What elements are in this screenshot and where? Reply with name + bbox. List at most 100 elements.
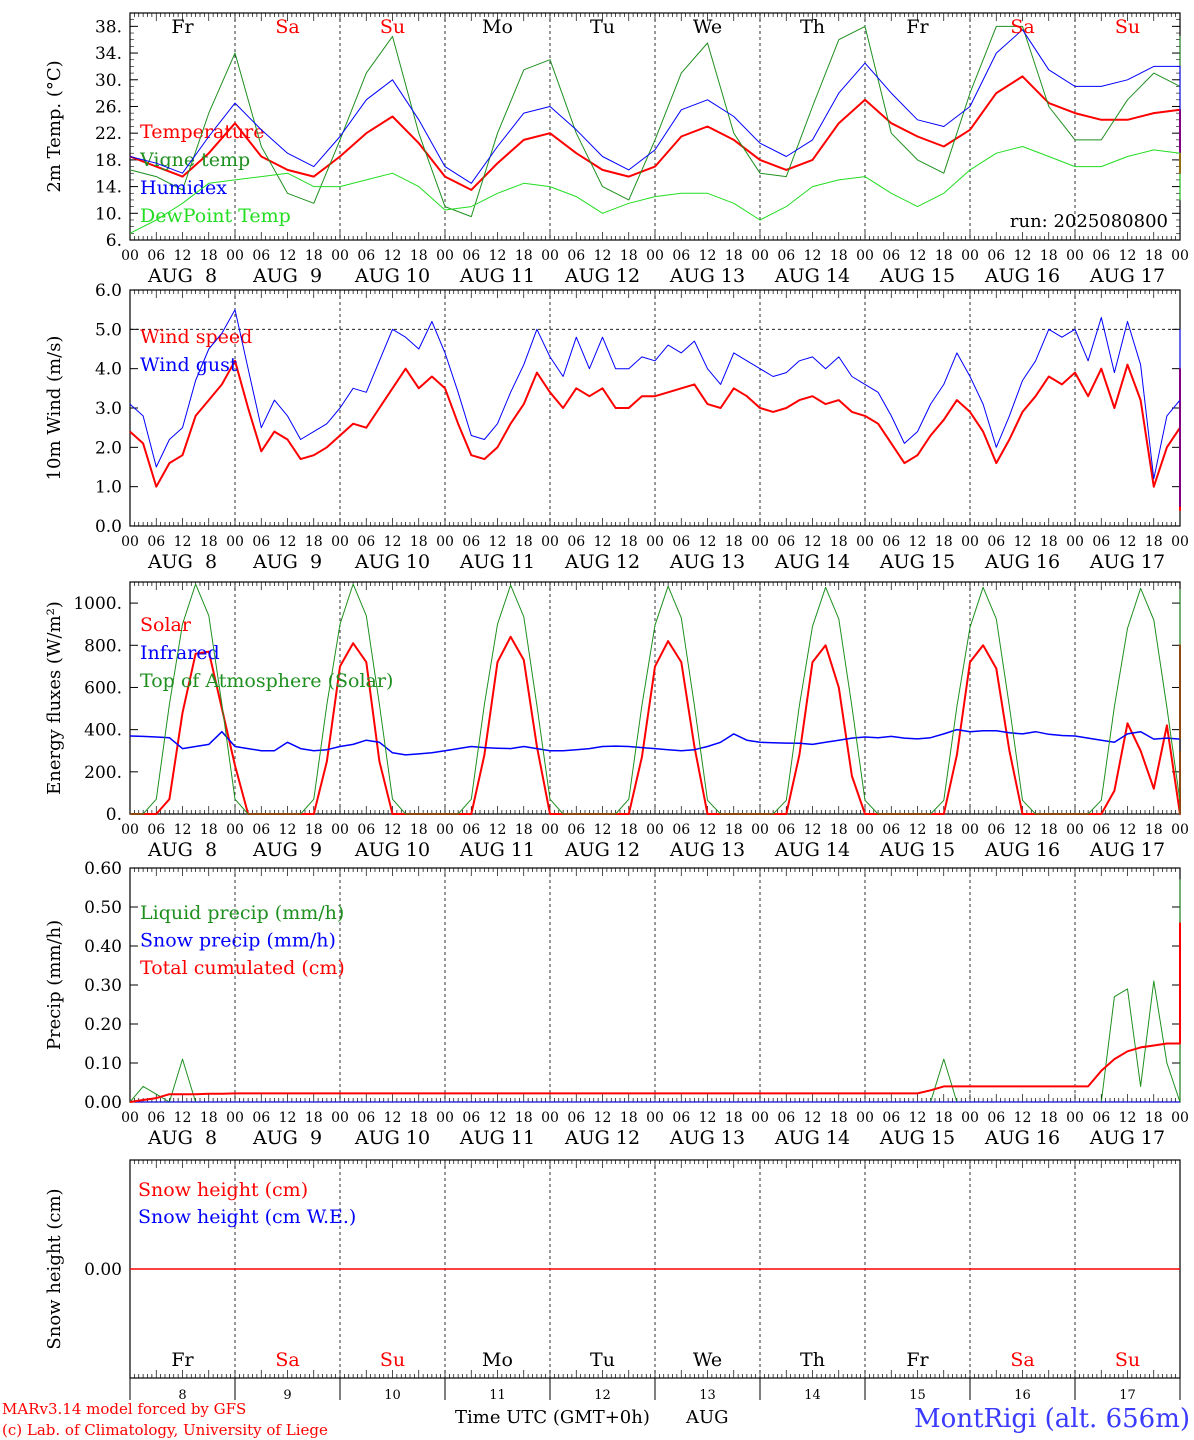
precip-hour-label: 12 xyxy=(1014,1110,1032,1126)
energy-hour-label: 12 xyxy=(489,822,507,838)
day-name-top: Sa xyxy=(1010,16,1034,38)
wind-date-label: AUG 12 xyxy=(564,551,640,573)
temp-hour-label: 06 xyxy=(357,248,375,264)
temp-hour-label: 12 xyxy=(804,248,822,264)
day-number-bottom: 10 xyxy=(384,1388,401,1403)
precip-hour-label: 06 xyxy=(357,1110,375,1126)
precip-hour-label: 18 xyxy=(935,1110,953,1126)
energy-hour-label: 06 xyxy=(147,822,165,838)
precip-legend-item: Snow precip (mm/h) xyxy=(140,930,336,952)
wind-hour-label: 00 xyxy=(646,534,664,550)
temp-hour-label: 00 xyxy=(856,248,874,264)
energy-hour-label: 00 xyxy=(751,822,769,838)
day-name-bottom: Mo xyxy=(482,1349,513,1371)
precip-date-label: AUG 14 xyxy=(774,1127,850,1149)
wind-hour-label: 06 xyxy=(987,534,1005,550)
temp-y-tick-label: 14. xyxy=(95,178,122,198)
snow-legend-item: Snow height (cm W.E.) xyxy=(138,1206,356,1228)
precip-hour-label: 18 xyxy=(200,1110,218,1126)
wind-hour-label: 12 xyxy=(699,534,717,550)
temp-date-label: AUG 14 xyxy=(774,265,850,287)
day-number-bottom: 12 xyxy=(594,1388,611,1403)
temp-hour-label: 06 xyxy=(252,248,270,264)
temp-legend-item: Humidex xyxy=(140,177,227,199)
temp-date-label: AUG 9 xyxy=(252,265,322,287)
snow-y-tick-label: 0.00 xyxy=(84,1260,122,1280)
energy-legend-item: Top of Atmosphere (Solar) xyxy=(140,670,393,692)
wind-hour-label: 06 xyxy=(567,534,585,550)
footer-lab-note: (c) Lab. of Climatology, University of L… xyxy=(2,1421,328,1439)
wind-date-label: AUG 13 xyxy=(669,551,745,573)
precip-hour-label: 18 xyxy=(410,1110,428,1126)
day-name-bottom: We xyxy=(693,1349,722,1371)
temp-hour-label: 12 xyxy=(699,248,717,264)
energy-legend-item: Infrared xyxy=(140,642,220,664)
energy-hour-label: 18 xyxy=(200,822,218,838)
energy-hour-label: 00 xyxy=(331,822,349,838)
panels: 6. 10. 14. 18. 22. 26. 30. 34. 38. 2m Temp. (°C) T… xyxy=(44,12,1189,1403)
energy-date-label: AUG 12 xyxy=(564,839,640,861)
temp-hour-label: 00 xyxy=(646,248,664,264)
temp-hour-label: 00 xyxy=(121,248,139,264)
day-name-top: Fr xyxy=(171,16,194,38)
day-name-bottom: Fr xyxy=(906,1349,929,1371)
wind-date-label: AUG 9 xyxy=(252,551,322,573)
day-name-bottom: Th xyxy=(800,1349,825,1371)
energy-hour-label: 00 xyxy=(1171,822,1189,838)
wind-date-label: AUG 16 xyxy=(984,551,1060,573)
wind-y-tick-label: 5.0 xyxy=(95,320,122,340)
wind-date-label: AUG 10 xyxy=(354,551,430,573)
footer-model-note: MARv3.14 model forced by GFS xyxy=(2,1400,246,1418)
precip-y-tick-label: 0.60 xyxy=(84,859,122,879)
wind-hour-label: 18 xyxy=(1040,534,1058,550)
wind-date-label: AUG 14 xyxy=(774,551,850,573)
day-number-bottom: 16 xyxy=(1014,1388,1031,1403)
energy-hour-label: 18 xyxy=(410,822,428,838)
wind-y-axis-label: 10m Wind (m/s) xyxy=(44,336,65,481)
temp-hour-label: 12 xyxy=(1014,248,1032,264)
temp-legend-item: DewPoint Temp xyxy=(140,205,291,227)
temp-y-tick-label: 30. xyxy=(95,71,122,91)
temp-hour-label: 18 xyxy=(620,248,638,264)
wind-date-label: AUG 8 xyxy=(147,551,217,573)
temp-hour-label: 00 xyxy=(1171,248,1189,264)
precip-hour-label: 00 xyxy=(1066,1110,1084,1126)
temp-hour-label: 12 xyxy=(489,248,507,264)
wind-y-tick-label: 2.0 xyxy=(95,438,122,458)
wind-hour-label: 00 xyxy=(1066,534,1084,550)
temp-hour-label: 12 xyxy=(1119,248,1137,264)
temp-series-dewpoint-temp xyxy=(129,146,1181,234)
temp-hour-label: 18 xyxy=(725,248,743,264)
temp-date-label: AUG 17 xyxy=(1089,265,1165,287)
precip-hour-label: 06 xyxy=(882,1110,900,1126)
energy-hour-label: 00 xyxy=(961,822,979,838)
precip-date-label: AUG 17 xyxy=(1089,1127,1165,1149)
wind-hour-label: 18 xyxy=(1145,534,1163,550)
energy-hour-label: 18 xyxy=(725,822,743,838)
precip-hour-label: 18 xyxy=(830,1110,848,1126)
precip-hour-label: 12 xyxy=(699,1110,717,1126)
energy-hour-label: 00 xyxy=(1066,822,1084,838)
day-number-bottom: 8 xyxy=(178,1388,186,1403)
wind-hour-label: 00 xyxy=(121,534,139,550)
panel-precip: 0.00 0.10 0.20 0.30 0.40 0.50 0.60 Precip (mm/h… xyxy=(44,859,1189,1149)
precip-hour-label: 00 xyxy=(961,1110,979,1126)
energy-hour-label: 12 xyxy=(1119,822,1137,838)
wind-hour-label: 00 xyxy=(961,534,979,550)
energy-hour-label: 12 xyxy=(384,822,402,838)
day-name-bottom: Tu xyxy=(590,1349,615,1371)
temp-y-tick-label: 34. xyxy=(95,44,122,64)
wind-hour-label: 12 xyxy=(384,534,402,550)
wind-series-wind-gust xyxy=(129,309,1181,507)
wind-hour-label: 06 xyxy=(672,534,690,550)
wind-hour-label: 12 xyxy=(804,534,822,550)
wind-date-label: AUG 17 xyxy=(1089,551,1165,573)
energy-y-tick-label: 200. xyxy=(84,763,122,783)
wind-hour-label: 12 xyxy=(909,534,927,550)
precip-y-tick-label: 0.10 xyxy=(84,1054,122,1074)
precip-y-tick-label: 0.30 xyxy=(84,976,122,996)
wind-hour-label: 06 xyxy=(357,534,375,550)
precip-hour-label: 00 xyxy=(856,1110,874,1126)
day-number-bottom: 17 xyxy=(1119,1388,1136,1403)
temp-hour-label: 12 xyxy=(174,248,192,264)
